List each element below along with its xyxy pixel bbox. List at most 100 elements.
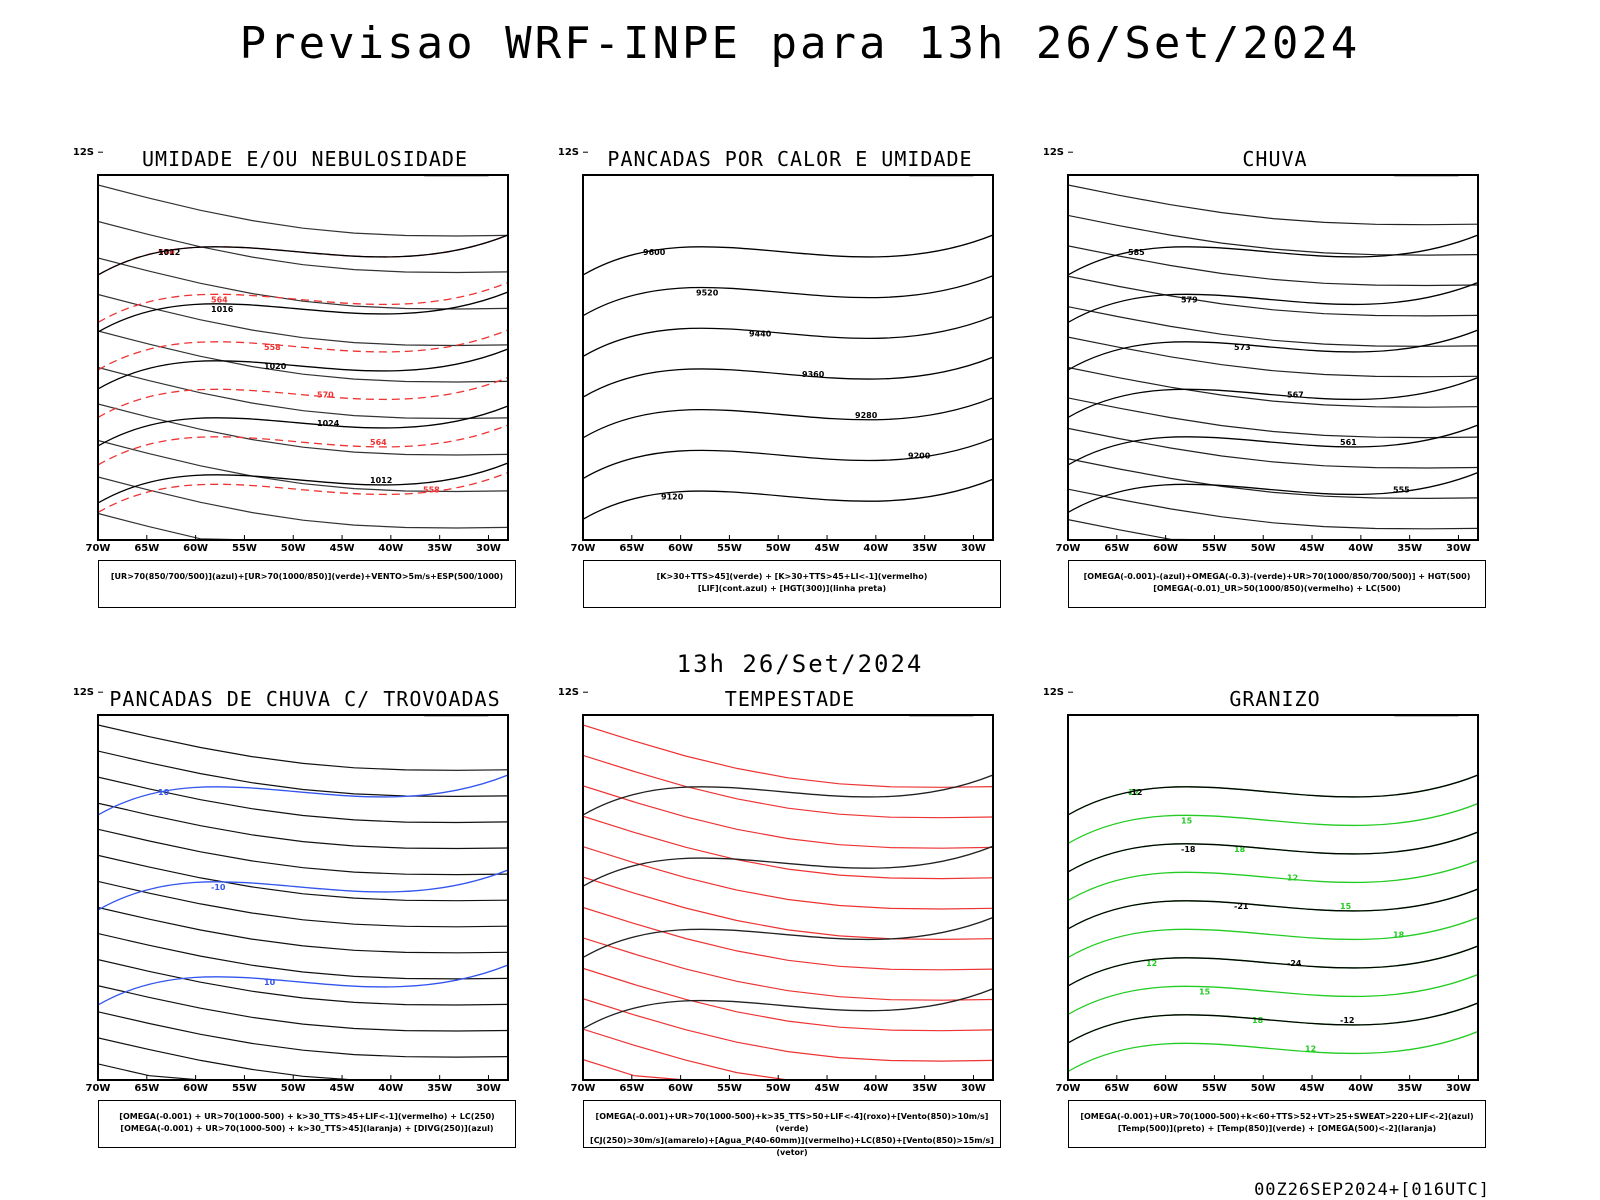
lon-tick-label: 40W: [863, 543, 888, 554]
contour-line: [1068, 1030, 1478, 1073]
streamline: [583, 998, 993, 1062]
map-frame: [1067, 174, 1479, 541]
streamline: [583, 876, 993, 941]
streamline: [98, 828, 508, 876]
panel-title: UMIDADE E/OU NEBULOSIDADE: [141, 147, 469, 171]
axis-group: 12S15S18S21S24S27S30S33S36S39S42S70W65W6…: [1043, 687, 1471, 1094]
lon-tick-label: 45W: [1300, 543, 1325, 554]
legend-line: [OMEGA(-0.001) + UR>70(1000-500) + k>30_…: [119, 1112, 495, 1121]
lon-tick-label: 50W: [1251, 1083, 1276, 1094]
lon-tick-label: 55W: [232, 543, 257, 554]
contour-line: [98, 462, 508, 504]
land-group: [336, 175, 489, 177]
map-heat-showers[interactable]: 960095209440936092809200912012S15S18S21S…: [555, 147, 1025, 562]
panel-title: PANCADAS DE CHUVA C/ TROVOADAS: [109, 687, 501, 711]
country-border: [632, 147, 703, 164]
country-border: [1306, 715, 1308, 716]
contour-line: [583, 845, 993, 887]
map-content: 585 579 573 567 561 555: [1068, 147, 1478, 540]
streamline: [98, 932, 508, 980]
contour-line: [1068, 831, 1478, 873]
contour-line: [1068, 945, 1478, 987]
map-content: 570 564 558 570 564 558 1012 1016 1020 1024 1012: [98, 175, 508, 540]
panel-title: GRANIZO: [1229, 687, 1321, 711]
contour-line: [1068, 1002, 1478, 1044]
country-border: [1117, 687, 1188, 704]
streamline: [98, 880, 508, 928]
contour-line: [1068, 973, 1478, 1016]
contour-line: [1068, 888, 1478, 930]
panel-heat-showers: PANCADAS POR CALOR E UMIDADE 9600 9520 944…: [555, 147, 1025, 627]
map-frame: [1067, 714, 1479, 1081]
lon-tick-label: 30W: [1446, 1083, 1471, 1094]
lon-tick-label: 65W: [619, 543, 644, 554]
lon-tick-label: 35W: [427, 1083, 452, 1094]
contour-label: 570: [317, 391, 334, 400]
forecast-time-title: 13h 26/Set/2024: [676, 650, 924, 678]
contour-line: [583, 916, 993, 959]
map-rain[interactable]: 58557957356756155512S15S18S21S24S27S30S3…: [1040, 147, 1510, 562]
streamline: [583, 846, 993, 910]
panel-legend: [UR>70(850/700/500)](azul)+[UR>70(1000/8…: [98, 560, 516, 608]
lat-tick-label: 12S: [1043, 687, 1064, 698]
legend-line: [LIF](cont.azul) + [HGT(300)](linha pret…: [697, 584, 887, 593]
unstable-area-red: [582, 147, 642, 154]
country-border: [821, 715, 823, 716]
contour-label: 9520: [696, 289, 719, 298]
streamline: [98, 750, 508, 798]
coastline: [908, 175, 974, 177]
lon-tick-label: 30W: [961, 543, 986, 554]
panel-legend: [OMEGA(-0.001)-(azul)+OMEGA(-0.3)-(verde…: [1068, 560, 1486, 608]
coastline: [908, 715, 974, 717]
streamline: [1068, 488, 1478, 530]
country-border: [632, 687, 703, 704]
streamline: [98, 985, 508, 1032]
contour-line: [98, 405, 508, 447]
panel-legend: [OMEGA(-0.001) + UR>70(1000-500) + k>30_…: [98, 1100, 516, 1148]
map-content: [583, 687, 993, 1080]
lon-tick-label: 65W: [1104, 543, 1129, 554]
map-thunderstorm-showers[interactable]: 10-101012S15S18S21S24S27S30S33S36S39S42S…: [70, 687, 540, 1102]
contour-line: [1068, 888, 1478, 930]
contour-line: [1068, 916, 1478, 959]
legend-line: [OMEGA(-0.001) + UR>70(1000-500) + k>30_…: [120, 1124, 494, 1133]
contour-label: 10: [158, 788, 170, 797]
country-border: [1117, 147, 1188, 164]
country-border: [336, 175, 338, 176]
streamline: [583, 1059, 993, 1080]
contour-line: [98, 964, 508, 1006]
contour-line: [583, 275, 993, 317]
lon-tick-label: 45W: [1300, 1083, 1325, 1094]
map-content: 10 -10 10: [98, 715, 508, 1080]
contour-label: 1012: [158, 248, 180, 257]
lon-tick-label: 35W: [1397, 1083, 1422, 1094]
streamline: [98, 959, 508, 1006]
legend-line: [OMEGA(-0.001)+UR>70(1000-500)+k<60+TTS>…: [1080, 1112, 1474, 1121]
streamline: [98, 220, 508, 274]
legend-line: [K>30+TTS>45](verde) + [K>30+TTS>45+LI<-…: [656, 572, 928, 581]
contour-label: 10: [264, 978, 276, 987]
contour-line: [583, 356, 993, 398]
streamline: [583, 967, 993, 1032]
lon-tick-label: 60W: [183, 1083, 208, 1094]
country-border: [336, 715, 338, 716]
lon-tick-label: 70W: [1056, 1083, 1081, 1094]
lon-tick-label: 70W: [86, 543, 111, 554]
contour-label: 564: [211, 296, 228, 305]
lon-tick-label: 30W: [476, 1083, 501, 1094]
lon-tick-label: 70W: [1056, 543, 1081, 554]
main-title: Previsao WRF-INPE para 13h 26/Set/2024: [239, 18, 1361, 69]
axis-group: 12S15S18S21S24S27S30S33S36S39S42S70W65W6…: [558, 147, 986, 554]
contour-line: [1068, 945, 1478, 987]
land-group: [1117, 147, 1459, 177]
land-group: [632, 687, 974, 717]
streamline: [98, 293, 508, 347]
contour-line: [583, 234, 993, 276]
contour-label: 15: [1181, 817, 1193, 826]
map-humidity[interactable]: 570 564 558 570 564 558 1012 1016 1020 1024 1012 12…: [70, 147, 540, 562]
panel-thunderstorm-showers: PANCADAS DE CHUVA C/ TROVOADAS 10 -10 10 12…: [70, 687, 540, 1167]
map-storm[interactable]: 12S15S18S21S24S27S30S33S36S39S42S70W65W6…: [555, 687, 1025, 1102]
streamline: [1068, 275, 1478, 317]
